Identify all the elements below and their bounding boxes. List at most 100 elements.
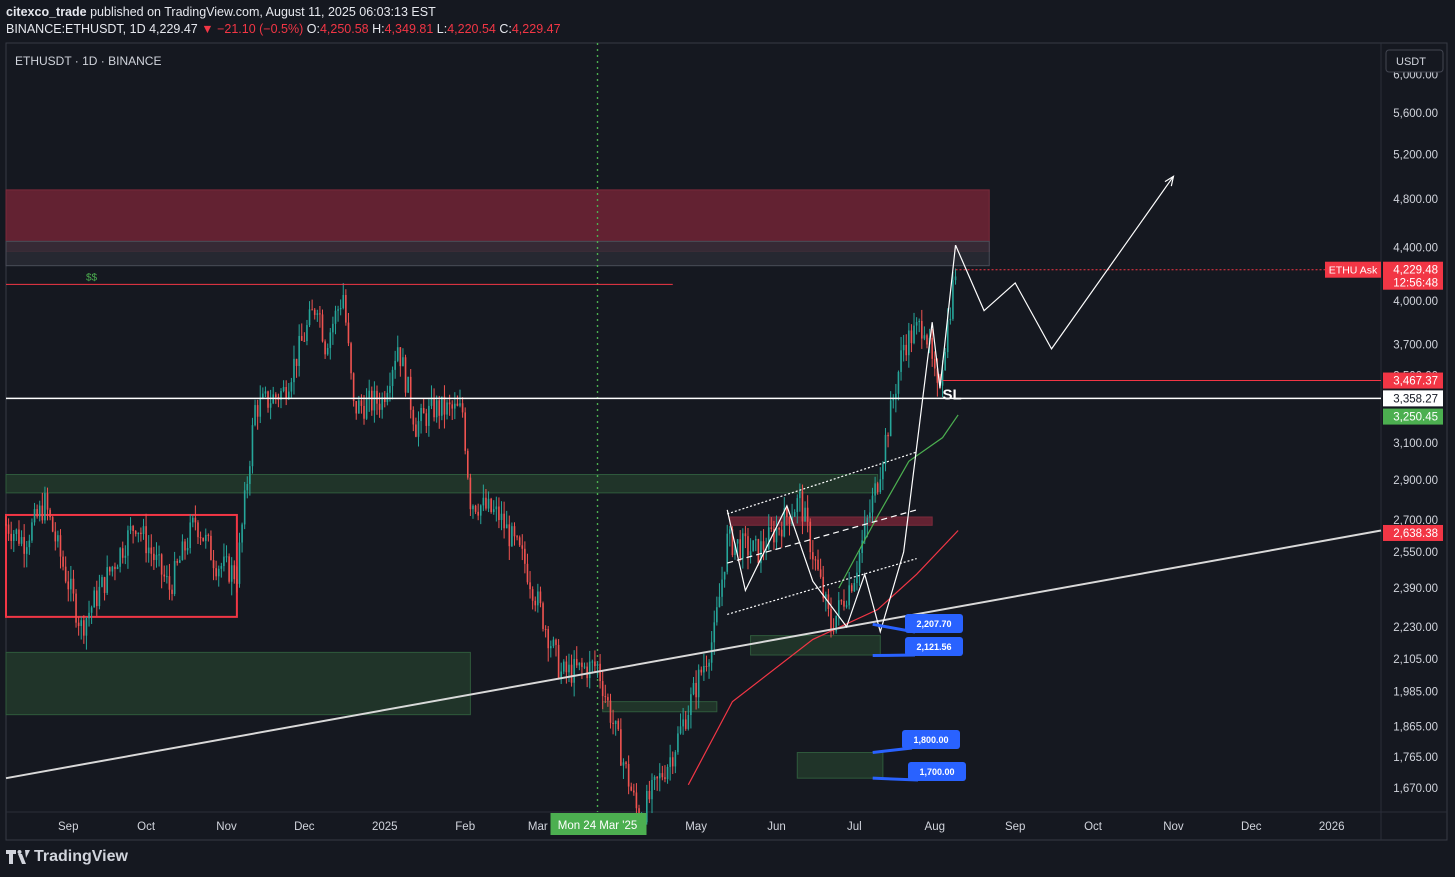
candle-down xyxy=(456,403,459,406)
candle-down xyxy=(539,591,542,604)
candle-up xyxy=(368,390,371,399)
candle-up xyxy=(33,509,36,523)
candle-up xyxy=(479,505,482,516)
high-label: H: xyxy=(372,22,385,36)
candle-up xyxy=(952,280,954,319)
time-tick-label: Feb xyxy=(455,821,475,833)
candle-down xyxy=(575,658,578,666)
candle-up xyxy=(241,524,243,543)
callout-value: 2,121.56 xyxy=(916,642,951,652)
candle-down xyxy=(817,559,819,570)
candle-up xyxy=(407,376,409,393)
candle-down xyxy=(41,505,44,521)
candle-down xyxy=(360,400,363,406)
candle-up xyxy=(31,522,33,541)
candle-up xyxy=(718,596,721,608)
time-tick-label: May xyxy=(685,821,707,833)
author-name[interactable]: citexco_trade xyxy=(6,5,87,19)
candle-down xyxy=(788,517,791,524)
candle-up xyxy=(101,577,103,587)
candle-up xyxy=(264,391,267,394)
candle-up xyxy=(505,524,508,529)
candle-down xyxy=(744,533,747,537)
candle-up xyxy=(562,661,565,672)
candle-down xyxy=(54,531,57,542)
candle-up xyxy=(127,530,129,556)
candle-down xyxy=(625,762,627,764)
time-tick-label: 2025 xyxy=(372,821,398,833)
currency-button[interactable]: USDT xyxy=(1385,49,1444,73)
candle-down xyxy=(370,390,373,411)
time-tick-label: Sep xyxy=(58,821,78,833)
projection-arrow-head xyxy=(1164,175,1175,187)
candle-up xyxy=(225,556,228,558)
candle-up xyxy=(243,490,246,525)
candle-down xyxy=(832,630,835,632)
candle-up xyxy=(166,576,168,578)
candle-down xyxy=(5,524,7,526)
candle-up xyxy=(230,565,233,582)
candle-up xyxy=(28,540,31,548)
candle-up xyxy=(25,547,28,554)
candle-up xyxy=(396,347,399,361)
channel-middle-line xyxy=(727,509,917,564)
candle-down xyxy=(806,507,809,522)
ascending-trendline xyxy=(5,529,1382,780)
candle-down xyxy=(604,696,607,698)
candle-up xyxy=(334,310,337,324)
tradingview-brand[interactable]: TradingView xyxy=(6,848,128,866)
candle-down xyxy=(814,559,817,561)
candle-up xyxy=(645,790,648,823)
candle-down xyxy=(199,537,202,539)
candle-down xyxy=(474,505,477,512)
candle-down xyxy=(49,509,51,518)
stop-loss-label: SL xyxy=(943,387,962,404)
candle-down xyxy=(300,336,303,341)
candle-down xyxy=(887,434,889,437)
candle-up xyxy=(729,529,731,534)
candle-down xyxy=(75,593,77,623)
tradingview-logo-icon xyxy=(6,850,30,864)
candle-up xyxy=(38,505,41,517)
candle-up xyxy=(537,591,539,606)
candle-down xyxy=(664,777,666,780)
candle-down xyxy=(383,397,386,403)
candle-down xyxy=(433,397,435,418)
candle-up xyxy=(796,498,799,513)
candle-down xyxy=(176,561,179,563)
candle-up xyxy=(482,497,485,506)
candle-up xyxy=(692,682,695,695)
candle-down xyxy=(77,622,80,627)
candle-down xyxy=(376,390,378,404)
candle-down xyxy=(627,763,630,787)
candle-up xyxy=(687,714,690,729)
candle-down xyxy=(700,669,703,673)
candle-down xyxy=(565,661,568,673)
currency-button-frame[interactable] xyxy=(1385,49,1444,73)
candle-up xyxy=(12,533,15,541)
candle-down xyxy=(757,539,760,564)
candle-down xyxy=(607,697,609,701)
candle-up xyxy=(861,540,863,553)
time-axis[interactable]: Sep Oct Nov Dec 2025 Feb Mar May Jun Jul Aug Sep Oct… xyxy=(58,813,1345,835)
candle-down xyxy=(347,322,350,344)
currency-label[interactable]: USDT xyxy=(1396,56,1426,68)
high-value: 4,349.81 xyxy=(384,22,434,36)
candle-down xyxy=(840,600,843,602)
candle-up xyxy=(186,548,189,551)
candle-down xyxy=(905,344,908,356)
ohlc-line: BINANCE:ETHUSDT, 1D 4,229.47 ▼ −21.10 (−… xyxy=(6,22,561,36)
price-axis[interactable]: 6,000.00 5,600.00 5,200.00 4,800.00 4,400.00… xyxy=(1325,70,1443,795)
candle-up xyxy=(677,733,679,753)
candle-down xyxy=(773,528,775,543)
supply-light-zone xyxy=(5,240,990,267)
candle-up xyxy=(191,517,194,523)
candle-down xyxy=(311,309,313,311)
candle-down xyxy=(731,529,734,556)
candle-up xyxy=(441,396,443,416)
candle-down xyxy=(819,569,822,577)
candle-down xyxy=(363,405,365,419)
candle-down xyxy=(197,522,199,538)
candle-up xyxy=(204,534,207,541)
